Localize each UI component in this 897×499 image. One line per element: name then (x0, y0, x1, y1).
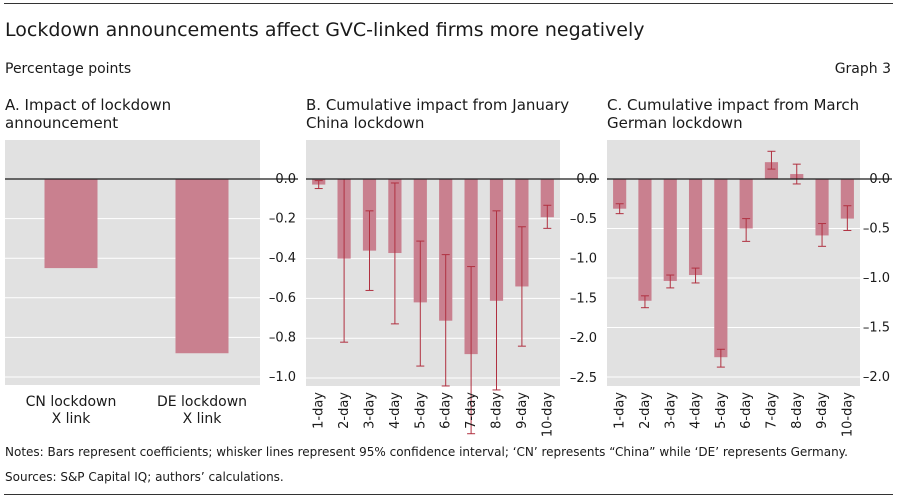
bar (764, 162, 779, 179)
x-category-label: 1-day (613, 392, 628, 429)
bar (613, 179, 627, 209)
y-tick-label: –1.0 (269, 370, 296, 385)
panel-b-title: B. Cumulative impact from January China … (306, 96, 596, 132)
y-tick-label: –0.6 (269, 291, 296, 306)
bar (739, 179, 753, 229)
chart-subtitle: Percentage points (5, 61, 132, 77)
x-category-label: 2-day (638, 392, 653, 429)
x-category-label: 7-day (764, 392, 779, 429)
x-category-label: 9-day (515, 392, 530, 429)
y-tick-label: –2.0 (863, 370, 890, 385)
x-category-label: 10-day (540, 392, 555, 437)
y-tick-label: –1.0 (570, 252, 597, 267)
graph-label: Graph 3 (834, 61, 891, 77)
bar (815, 179, 829, 236)
x-category-label: CN lockdown (26, 394, 117, 410)
x-category-label: 7-day (464, 392, 479, 429)
x-category-label: 5-day (413, 392, 428, 429)
x-category-label: 8-day (490, 392, 505, 429)
y-tick-label: –0.2 (269, 212, 296, 227)
panel-c-title: C. Cumulative impact from March German l… (607, 96, 897, 132)
y-tick-label: –0.4 (269, 251, 296, 266)
y-tick-label: –0.8 (269, 330, 296, 345)
x-category-label: 2-day (337, 392, 352, 429)
y-tick-label: –2.0 (570, 331, 597, 346)
x-category-label: 1-day (312, 392, 327, 429)
top-rule (4, 3, 893, 4)
chart-sources: Sources: S&P Capital IQ; authors’ calcul… (5, 470, 284, 484)
bar (44, 179, 98, 269)
y-tick-label: –1.5 (570, 291, 597, 306)
y-tick-label: –0.5 (570, 212, 597, 227)
panel-b-title-line: B. Cumulative impact from January (306, 96, 570, 114)
x-category-label: X link (183, 411, 223, 427)
x-category-label: 4-day (388, 392, 403, 429)
x-category-label: 3-day (663, 392, 678, 429)
x-category-label: 6-day (439, 392, 454, 429)
bottom-rule (4, 494, 893, 495)
x-category-label: 8-day (790, 392, 805, 429)
chart-notes: Notes: Bars represent coefficients; whis… (5, 445, 848, 459)
bar (175, 179, 229, 354)
bar (439, 179, 453, 321)
panel-a-title-line: A. Impact of lockdown (5, 96, 172, 114)
y-tick-label: –2.5 (570, 371, 597, 386)
x-category-label: X link (52, 411, 92, 427)
x-category-label: DE lockdown (157, 394, 247, 410)
x-category-label: 3-day (363, 392, 378, 429)
panel-a-title: A. Impact of lockdown announcement (5, 96, 295, 132)
bar (638, 179, 652, 301)
x-category-label: 10-day (840, 392, 855, 437)
bar (540, 179, 554, 218)
x-category-label: 4-day (689, 392, 704, 429)
y-tick-label: –0.5 (863, 222, 890, 237)
x-category-label: 5-day (714, 392, 729, 429)
bar (663, 179, 677, 281)
bar (714, 179, 728, 358)
bar (688, 179, 703, 276)
y-tick-label: –1.0 (863, 271, 890, 286)
y-tick-label: –1.5 (863, 321, 890, 336)
panel-b-title-line: China lockdown (306, 114, 425, 132)
panel-c-title-line: C. Cumulative impact from March (607, 96, 860, 114)
x-category-label: 9-day (815, 392, 830, 429)
panel-a-title-line: announcement (5, 114, 119, 132)
panel-c-title-line: German lockdown (607, 114, 743, 132)
bar (840, 179, 854, 219)
x-category-label: 6-day (739, 392, 754, 429)
chart-title: Lockdown announcements affect GVC-linked… (5, 19, 645, 41)
